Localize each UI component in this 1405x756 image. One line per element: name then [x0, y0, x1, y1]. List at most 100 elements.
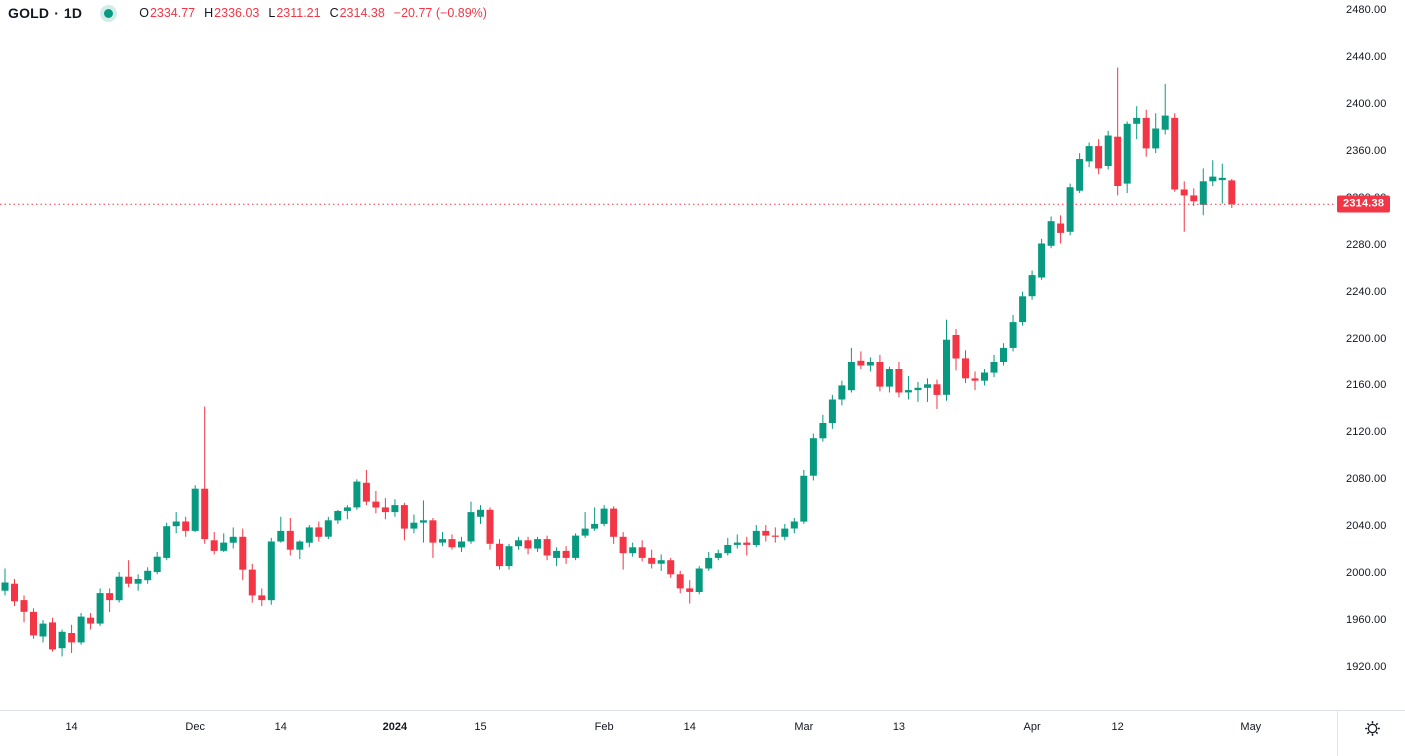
candle-body	[790, 521, 798, 529]
candle-body	[1057, 223, 1065, 233]
time-axis-label: May	[1240, 721, 1262, 733]
price-axis[interactable]: 2314.38 2480.002440.002400.002360.002320…	[1332, 0, 1405, 710]
candle-body	[534, 539, 542, 549]
timeframe-label[interactable]: 1D	[63, 5, 83, 21]
candle-body	[144, 570, 152, 581]
candle-body	[305, 527, 313, 543]
candle-body	[838, 385, 846, 400]
current-price-tag: 2314.38	[1337, 195, 1391, 213]
candle-body	[1028, 275, 1036, 297]
candle-body	[467, 512, 475, 542]
candle-body	[248, 569, 256, 596]
candle-body	[286, 530, 294, 550]
candle-body	[439, 539, 446, 543]
candle-body	[619, 536, 627, 554]
candle-body	[933, 384, 941, 395]
candle-body	[914, 387, 922, 391]
candle-body	[762, 530, 770, 536]
price-axis-label: 2280.00	[1346, 238, 1387, 251]
candle-body	[220, 542, 228, 551]
candle-body	[600, 508, 608, 524]
time-axis-label: 2024	[382, 721, 408, 733]
candle-body	[20, 600, 28, 612]
candle-body	[201, 488, 209, 540]
candle-body	[1171, 117, 1179, 190]
candle-body	[477, 509, 484, 517]
candle-body	[705, 557, 713, 569]
candle-body	[743, 542, 751, 545]
candle-body	[695, 568, 703, 592]
candle-body	[733, 542, 741, 545]
candle-body	[1047, 221, 1055, 246]
candle-body	[1114, 136, 1122, 186]
close-value: 2314.38	[339, 6, 385, 20]
candle-body	[125, 576, 133, 584]
high-value: 2336.03	[214, 6, 260, 20]
candle-body	[11, 583, 18, 602]
candle-body	[781, 528, 789, 537]
symbol-name[interactable]: GOLD	[8, 5, 50, 21]
candle-body	[610, 508, 618, 537]
candle-body	[296, 541, 304, 550]
candle-body	[591, 523, 599, 529]
candle-body	[629, 547, 637, 554]
candle-body	[809, 438, 817, 476]
close-label: C	[329, 6, 339, 20]
candle-body	[1228, 180, 1236, 205]
market-status-dot-icon[interactable]	[104, 8, 114, 18]
candle-body	[895, 369, 903, 393]
ohlc-readout: O 2334.77 H 2336.03 L 2311.21 C 2314.38 …	[139, 6, 487, 20]
candle-body	[724, 545, 732, 554]
candle-body	[505, 546, 513, 567]
candle-body	[172, 521, 180, 527]
candle-body	[496, 543, 503, 567]
candle-body	[524, 540, 532, 549]
candle-body	[1152, 128, 1160, 149]
candle-body	[134, 579, 142, 584]
candle-body	[562, 550, 570, 558]
candle-body	[553, 550, 561, 558]
time-axis-label: 14	[274, 721, 287, 733]
candle-body	[229, 536, 237, 543]
gear-icon[interactable]	[1362, 718, 1383, 739]
candle-body	[334, 511, 342, 521]
candle-body	[458, 541, 465, 548]
candle-body	[657, 560, 665, 564]
candle-body	[372, 501, 380, 508]
candle-body	[1, 582, 9, 591]
time-axis[interactable]: 14 Dec 14 2024 15 Feb 14 Mar 13 Apr 12 May	[0, 710, 1337, 756]
candle-body	[572, 535, 580, 558]
candle-body	[876, 362, 884, 387]
candle-body	[429, 520, 437, 543]
candle-body	[1190, 195, 1198, 202]
candle-body	[182, 521, 190, 531]
price-axis-label: 2480.00	[1346, 4, 1387, 16]
candle-body	[1066, 187, 1074, 232]
candle-body	[543, 539, 551, 556]
candle-body	[866, 362, 874, 366]
candle-body	[58, 631, 66, 649]
candle-body	[77, 616, 85, 643]
candle-body	[904, 390, 912, 393]
candle-body	[828, 399, 836, 423]
candle-body	[981, 372, 988, 381]
price-axis-label: 1920.00	[1346, 661, 1387, 673]
candle-body	[315, 527, 323, 537]
candle-body	[410, 522, 418, 529]
candle-body	[1161, 115, 1169, 130]
candle-body	[362, 482, 370, 502]
candle-body	[1019, 296, 1027, 323]
candle-body	[943, 339, 950, 395]
candle-body	[68, 633, 76, 643]
candle-body	[353, 481, 361, 508]
candle-body	[277, 530, 285, 542]
candle-body	[1076, 159, 1084, 191]
candle-body	[87, 617, 95, 624]
candle-body	[1142, 117, 1150, 149]
candle-body	[1000, 347, 1007, 362]
candle-body	[714, 553, 722, 558]
candle-body	[962, 358, 969, 379]
candle-body	[686, 588, 694, 592]
low-value: 2311.21	[276, 6, 321, 20]
